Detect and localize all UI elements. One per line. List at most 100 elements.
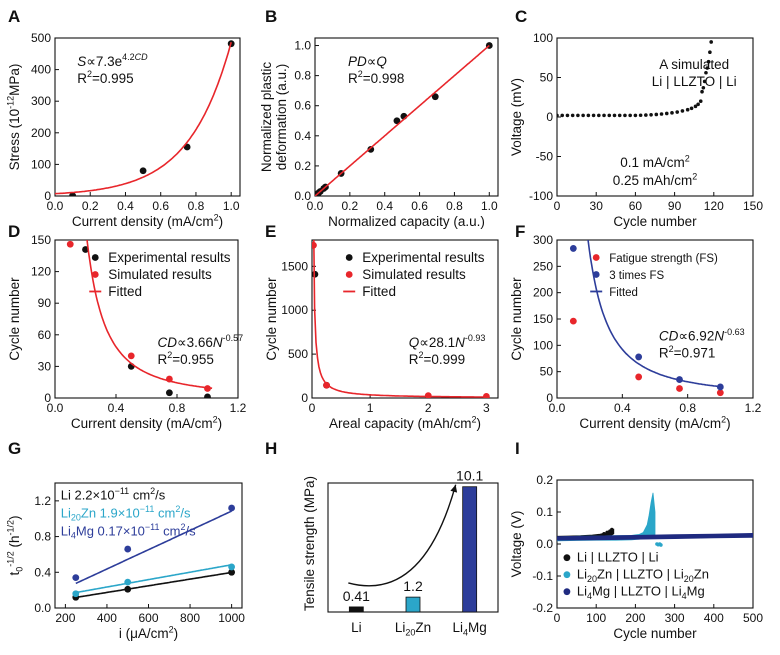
data-point: [664, 111, 669, 116]
text-segment: Mg 0.17×10: [76, 523, 145, 538]
x-tick-label: 0.8: [679, 401, 696, 415]
text-segment: CD: [157, 335, 177, 350]
text-segment: cm: [154, 505, 175, 520]
x-axis-label: Areal capacity (mAh/cm2): [329, 414, 481, 431]
legend-label: Fitted: [362, 284, 396, 299]
text-segment: MPa): [7, 64, 22, 96]
y-tick-label: 100: [533, 338, 553, 352]
text-segment: Cycle number: [613, 626, 697, 641]
y-axis-label: Stress (10-12MPa): [5, 64, 22, 171]
text-segment: R: [157, 352, 167, 367]
y-tick-label: 0.2: [294, 159, 311, 173]
text-segment: =0.995: [92, 71, 134, 86]
text-segment: Current density (mA/cm: [71, 416, 213, 431]
text-segment: cm: [160, 523, 181, 538]
text-segment: Zn 1.9×10: [81, 505, 140, 520]
panel-d: D 0.0 0.4 0.8 1.2 0 30 60 90 120 150 Current densit…: [7, 222, 247, 431]
text-segment: −11: [145, 522, 160, 532]
x-tick-label: 1: [367, 401, 374, 415]
text-segment: (h: [7, 535, 22, 551]
fit-curve: [75, 571, 232, 599]
text-segment: Normalized capacity (a.u.): [328, 214, 485, 229]
text-segment: CD: [659, 328, 679, 343]
text-segment: /s: [180, 505, 191, 520]
text-segment: 20: [71, 513, 81, 523]
data-point: [605, 530, 609, 535]
data-point: [700, 89, 704, 94]
x-axis-label: Current density (mA/cm2): [71, 414, 222, 431]
text-segment: =0.955: [172, 352, 214, 367]
text-segment: Q: [376, 54, 387, 69]
text-segment: A simulated: [659, 57, 729, 72]
legend-label: 3 times FS: [609, 270, 664, 282]
text-segment: Zn: [415, 620, 431, 635]
data-point: [705, 66, 710, 70]
plot-area: [72, 504, 236, 601]
data-point: [581, 113, 585, 118]
fit-curve: [75, 564, 232, 594]
legend-label: Fitted: [108, 284, 142, 299]
arrowhead: [450, 484, 458, 493]
plot-frame: [54, 239, 239, 399]
y-tick-label: 500: [288, 347, 308, 361]
data-point: [431, 93, 439, 101]
fit-curve: [86, 240, 213, 390]
y-tick-label: 150: [533, 312, 553, 326]
x-tick-label: 1.0: [223, 199, 240, 213]
text-segment: /s: [185, 523, 196, 538]
text-segment: 2: [167, 350, 172, 360]
text-segment: ∝28.1: [419, 335, 455, 350]
text-segment: R: [77, 71, 87, 86]
legend-label: Li20Zn 1.9×10−11 cm2/s: [61, 504, 191, 523]
text-segment: 2: [150, 486, 155, 496]
x-tick-label: 0.0: [307, 199, 324, 213]
text-segment: Cycle number: [264, 277, 279, 361]
text-segment: Zn | LLZTO | Li: [597, 567, 684, 582]
annotation: R2=0.995: [77, 69, 133, 86]
y-axis-label: Normalized plastic: [259, 62, 274, 173]
data-point: [602, 113, 606, 118]
legend-label: Simulated results: [362, 267, 466, 282]
legend-marker: [91, 271, 99, 278]
y-tick-label: 0: [44, 189, 51, 203]
text-segment: Li | LLZTO | Li: [577, 550, 659, 565]
y-tick-label: 300: [533, 233, 553, 247]
y-tick-label: 0.6: [294, 99, 311, 113]
data-point: [644, 113, 648, 117]
x-axis-label: i (μA/cm2): [119, 624, 178, 641]
text-segment: N: [213, 335, 223, 350]
text-segment: ): [219, 214, 224, 229]
y-tick-label: 1500: [281, 259, 308, 273]
x-tick-label: 200: [55, 611, 75, 625]
text-segment: Voltage (mV): [509, 78, 524, 156]
x-tick-label: 0.8: [188, 199, 205, 213]
text-segment: Areal capacity (mAh/cm: [329, 416, 472, 431]
x-tick-label: 0: [554, 199, 561, 213]
legend-label: Fatigue strength (FS): [609, 253, 718, 265]
text-segment: 4: [71, 531, 76, 541]
text-segment: t: [7, 572, 22, 576]
text-segment: N: [714, 328, 724, 343]
panel-letter: H: [265, 439, 277, 458]
annotation: Q∝28.1N-0.93: [409, 333, 486, 350]
y-tick-label: 50: [540, 365, 554, 379]
panel-i: I 0 100 200 300 400 500 -0.2 -0.1 0.0 0.1 0.2 Cycle …: [509, 439, 763, 641]
y-axis-label: deformation (a.u.): [274, 64, 289, 171]
bar-value-label: 10.1: [456, 468, 483, 484]
data-point: [612, 113, 617, 118]
x-tick-label: 0.6: [152, 199, 169, 213]
text-segment: Mg | LLZTO | Li: [592, 584, 682, 599]
y-tick-label: 400: [31, 63, 51, 77]
text-segment: Current density (mA/cm: [72, 214, 214, 229]
data-point: [591, 113, 596, 118]
panel-letter: C: [515, 7, 527, 26]
x-tick-label: 150: [743, 199, 763, 213]
data-point: [716, 383, 724, 391]
text-segment: -0.57: [223, 333, 244, 343]
text-segment: 2: [669, 344, 674, 354]
text-segment: Li: [61, 505, 71, 520]
data-point: [638, 113, 643, 118]
